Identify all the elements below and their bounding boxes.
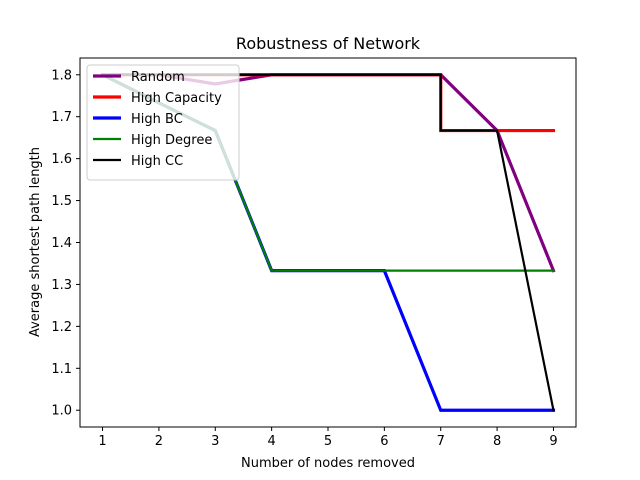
legend-label: Random (131, 70, 185, 85)
legend-label: High BC (131, 112, 183, 127)
y-tick-label: 1.7 (51, 110, 72, 125)
y-tick-label: 1.3 (51, 278, 72, 293)
x-tick-label: 8 (493, 434, 501, 449)
y-tick-label: 1.6 (51, 152, 72, 167)
x-tick-label: 2 (155, 434, 163, 449)
ticks-layer: 1 2 3 4 5 6 7 8 9 1.0 1.1 1.2 1.3 1.4 1.5 1.6 1.7 1.8 (51, 68, 557, 449)
x-tick-label: 7 (437, 434, 445, 449)
x-tick-label: 5 (324, 434, 332, 449)
x-axis-label: Number of nodes removed (241, 456, 415, 471)
x-tick-label: 9 (549, 434, 557, 449)
x-tick-label: 6 (380, 434, 388, 449)
y-tick-label: 1.0 (51, 404, 72, 419)
legend: Random High Capacity High BC High Degree Hig… (86, 64, 240, 181)
legend-label: High Degree (131, 133, 212, 148)
plot-frame (79, 57, 577, 428)
y-tick-label: 1.4 (51, 236, 72, 251)
y-axis-label: Average shortest path length (28, 147, 43, 337)
y-tick-label: 1.2 (51, 320, 72, 335)
y-tick-label: 1.8 (51, 68, 72, 83)
y-tick-label: 1.5 (51, 194, 72, 209)
legend-label: High Capacity (131, 91, 222, 106)
x-tick-label: 4 (267, 434, 275, 449)
x-tick-label: 3 (211, 434, 219, 449)
chart-title: Robustness of Network (236, 34, 421, 53)
x-tick-label: 1 (98, 434, 106, 449)
y-tick-label: 1.1 (51, 362, 72, 377)
legend-frame (86, 64, 240, 181)
legend-label: High CC (131, 154, 183, 169)
